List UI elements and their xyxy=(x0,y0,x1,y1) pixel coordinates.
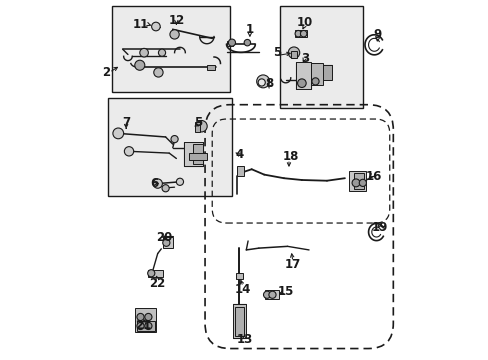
Bar xyxy=(108,98,231,196)
Bar xyxy=(234,307,244,336)
Circle shape xyxy=(144,314,152,320)
Circle shape xyxy=(147,270,155,277)
Bar xyxy=(237,166,244,176)
Circle shape xyxy=(162,185,169,192)
Circle shape xyxy=(228,39,235,46)
Bar xyxy=(147,270,163,277)
Circle shape xyxy=(140,48,148,57)
Circle shape xyxy=(351,179,359,187)
Circle shape xyxy=(169,30,179,39)
Bar xyxy=(296,62,310,89)
Text: 8: 8 xyxy=(265,77,273,90)
Bar xyxy=(195,122,200,132)
Text: 10: 10 xyxy=(296,16,312,29)
Circle shape xyxy=(195,121,207,132)
Text: 3: 3 xyxy=(301,51,309,64)
Text: 6: 6 xyxy=(150,177,159,190)
Circle shape xyxy=(300,31,306,37)
Text: 5: 5 xyxy=(193,116,202,129)
Bar xyxy=(235,273,243,279)
Circle shape xyxy=(158,49,165,56)
Bar xyxy=(348,171,366,192)
Bar xyxy=(265,290,278,299)
Bar xyxy=(135,308,156,332)
Bar xyxy=(183,142,203,166)
Text: 20: 20 xyxy=(155,231,172,244)
Circle shape xyxy=(258,79,265,86)
Bar xyxy=(192,144,203,164)
Bar xyxy=(137,320,155,331)
Circle shape xyxy=(244,40,250,46)
Bar xyxy=(290,51,296,58)
Text: 9: 9 xyxy=(373,28,381,41)
Text: 19: 19 xyxy=(371,221,387,234)
Circle shape xyxy=(153,179,162,188)
Circle shape xyxy=(163,239,169,246)
Bar xyxy=(112,6,230,92)
Text: 4: 4 xyxy=(235,148,243,161)
Text: 18: 18 xyxy=(282,150,298,163)
Bar xyxy=(295,30,306,37)
Bar xyxy=(233,304,245,338)
Text: 5: 5 xyxy=(272,46,280,59)
Circle shape xyxy=(124,147,133,156)
Circle shape xyxy=(287,47,299,58)
Bar xyxy=(323,65,332,80)
Text: 7: 7 xyxy=(122,116,130,129)
Circle shape xyxy=(268,291,276,298)
Text: 13: 13 xyxy=(236,333,252,346)
Circle shape xyxy=(144,322,152,329)
Bar xyxy=(353,173,363,189)
Text: 21: 21 xyxy=(135,319,151,332)
Circle shape xyxy=(263,291,270,298)
Text: 15: 15 xyxy=(277,285,293,298)
Circle shape xyxy=(311,78,319,85)
Text: 1: 1 xyxy=(245,23,253,36)
Bar xyxy=(310,63,323,85)
Circle shape xyxy=(171,135,178,143)
Text: 14: 14 xyxy=(234,283,251,296)
Circle shape xyxy=(176,178,183,185)
Circle shape xyxy=(153,68,163,77)
Bar xyxy=(206,64,214,69)
Circle shape xyxy=(256,75,269,88)
Text: 17: 17 xyxy=(285,258,301,271)
Bar xyxy=(280,6,362,108)
Bar xyxy=(227,41,232,45)
Circle shape xyxy=(137,322,144,329)
Text: 22: 22 xyxy=(149,278,165,291)
Bar xyxy=(188,153,206,160)
Circle shape xyxy=(151,22,160,31)
Text: 2: 2 xyxy=(102,66,110,79)
Circle shape xyxy=(359,179,366,186)
Circle shape xyxy=(135,60,144,70)
Circle shape xyxy=(297,79,305,87)
Circle shape xyxy=(113,128,123,139)
Text: 16: 16 xyxy=(365,170,381,183)
Text: 12: 12 xyxy=(168,14,184,27)
Bar xyxy=(163,237,172,248)
Circle shape xyxy=(137,314,144,320)
Circle shape xyxy=(294,31,301,37)
Text: 11: 11 xyxy=(132,18,148,31)
